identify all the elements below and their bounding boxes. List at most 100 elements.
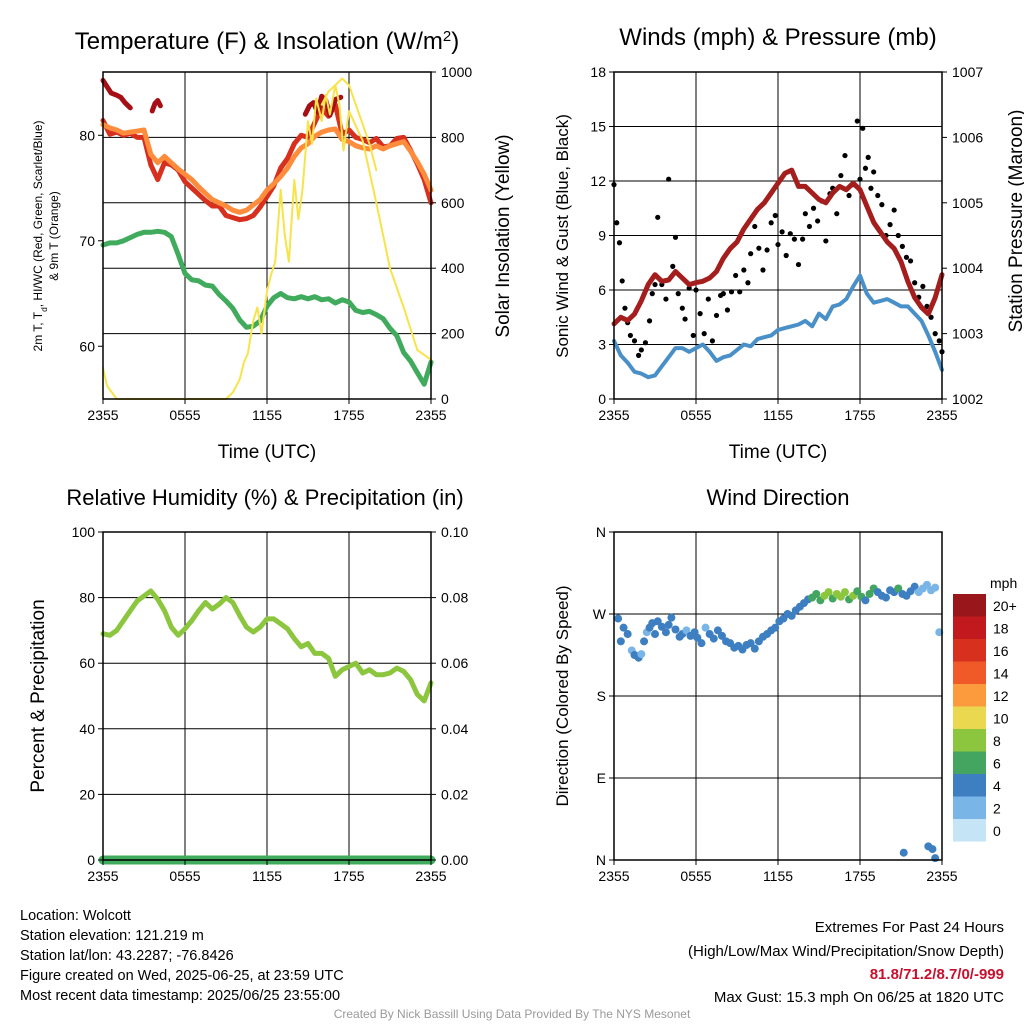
wind-y2-tick-label: 1006: [952, 129, 983, 145]
gust-point: [756, 245, 762, 251]
temp-y2-tick-label: 400: [441, 260, 465, 276]
direction-point: [746, 639, 755, 648]
gust-point: [846, 192, 852, 199]
pressure-series-line: [611, 167, 945, 327]
wind-grid: [614, 72, 942, 399]
legend-label: 6: [993, 756, 1001, 772]
gust-point: [795, 261, 802, 268]
direction-point: [861, 596, 870, 605]
direction-point: [651, 630, 659, 639]
direction-point: [899, 848, 908, 857]
temp-series-line: [100, 228, 434, 387]
temp-series-line: [320, 77, 378, 172]
extremes-subtitle: (High/Low/Max Wind/Precipitation/Snow De…: [688, 943, 1004, 960]
gust-point: [627, 332, 634, 339]
dir-y-tick-label: S: [597, 688, 606, 704]
gust-point: [679, 305, 685, 311]
direction-point: [931, 583, 940, 592]
rh-x-tick-label: 1755: [333, 868, 364, 884]
max-gust: Max Gust: 15.3 mph On 06/25 at 1820 UTC: [713, 989, 1004, 1006]
gust-point: [705, 296, 711, 302]
direction-point: [667, 613, 676, 622]
temp-series-line: [100, 102, 434, 223]
direction-point: [614, 614, 623, 623]
temp-x-tick-label: 0555: [169, 407, 200, 423]
direction-point: [623, 630, 632, 639]
rh-y2-tick-label: 0.08: [441, 590, 468, 606]
temp-ylabel-2: & 9m T (Orange): [47, 191, 61, 281]
direction-point: [840, 588, 849, 597]
direction-point: [910, 582, 919, 591]
footer-latlon: Station lat/lon: 43.2287; -76.8426: [20, 948, 234, 964]
legend-label: 2: [993, 801, 1001, 817]
direction-point: [682, 626, 691, 635]
gust-point: [764, 247, 770, 253]
gust-point: [701, 331, 707, 337]
dir-x-tick-label: 1155: [763, 868, 793, 884]
legend-swatch: [953, 639, 986, 662]
gust-point: [800, 236, 806, 242]
wind-y-tick-label: 0: [598, 391, 606, 407]
wind-x-tick-label: 2355: [598, 407, 629, 423]
direction-point: [812, 589, 821, 598]
direction-point: [713, 626, 722, 635]
legend-swatch: [953, 729, 986, 752]
rh-ylabel-part: Percent & Precipitation: [28, 599, 49, 792]
gust-point: [895, 232, 901, 239]
gust-point: [614, 220, 620, 226]
wind-y-tick-label: 6: [598, 282, 606, 298]
gust-point: [636, 352, 642, 358]
gust-point: [748, 251, 754, 257]
temp-ylabel-1-part: , HI/WC (Red, Green, Scarlet/Blue): [31, 121, 45, 308]
gust-point: [642, 340, 649, 346]
wind-y-tick-label: 9: [598, 228, 606, 244]
footer-recent: Most recent data timestamp: 2025/06/25 2…: [20, 988, 341, 1004]
rh-x-tick-label: 1155: [252, 868, 282, 884]
direction-point: [637, 650, 646, 659]
gust-point: [806, 223, 813, 230]
direction-point: [865, 589, 874, 598]
temp-y2-tick-label: 200: [441, 326, 465, 342]
direction-point: [750, 644, 759, 653]
gust-point: [887, 222, 893, 228]
gust-point: [693, 287, 699, 293]
wind-ylabel-right-part: Station Pressure (Maroon): [1006, 110, 1024, 333]
temp-y2-tick-label: 0: [441, 391, 449, 407]
gust-point: [760, 267, 766, 273]
wind-title: Winds (mph) & Pressure (mb): [619, 24, 936, 51]
rh-y2-tick-label: 0.02: [441, 786, 468, 802]
wind-y-tick-label: 18: [590, 64, 606, 80]
temp-title-sup: 2: [443, 28, 451, 45]
temp-y-tick-label: 60: [79, 338, 95, 354]
gust-point: [903, 254, 910, 260]
gust-point: [631, 338, 638, 344]
legend-label: 14: [993, 666, 1009, 682]
gust-point: [655, 214, 661, 220]
temp-ylabel-1: 2m T, Td, HI/WC (Red, Green, Scarlet/Blu…: [31, 121, 49, 352]
footer-elevation: Station elevation: 121.219 m: [20, 928, 204, 944]
wind-y2-tick-label: 1005: [952, 195, 983, 211]
direction-point: [616, 637, 625, 646]
wind-y-tick-label: 3: [598, 337, 606, 353]
rh-x-tick-label: 0555: [169, 868, 200, 884]
gust-point: [686, 285, 692, 291]
wind-x-tick-label: 1755: [844, 407, 875, 423]
temp-y-tick-label: 70: [79, 233, 95, 249]
temp-x-tick-label: 1755: [333, 407, 364, 423]
wind-ylabel-right: Station Pressure (Maroon): [1006, 110, 1024, 333]
rh-title: Relative Humidity (%) & Precipitation (i…: [66, 485, 463, 510]
footer-location: Location: Wolcott: [20, 908, 131, 924]
gust-point: [787, 231, 793, 237]
legend-swatch: [953, 616, 986, 639]
gust-point: [737, 289, 743, 295]
gust-point: [709, 338, 716, 344]
gust-point: [862, 165, 869, 171]
gust-point: [772, 212, 778, 219]
rh-y-tick-label: 60: [79, 655, 95, 671]
temp-series-line: [149, 98, 163, 114]
direction-point: [693, 633, 702, 642]
gust-point: [649, 291, 655, 297]
wind-series-line: [612, 273, 944, 380]
gust-point: [675, 291, 681, 297]
